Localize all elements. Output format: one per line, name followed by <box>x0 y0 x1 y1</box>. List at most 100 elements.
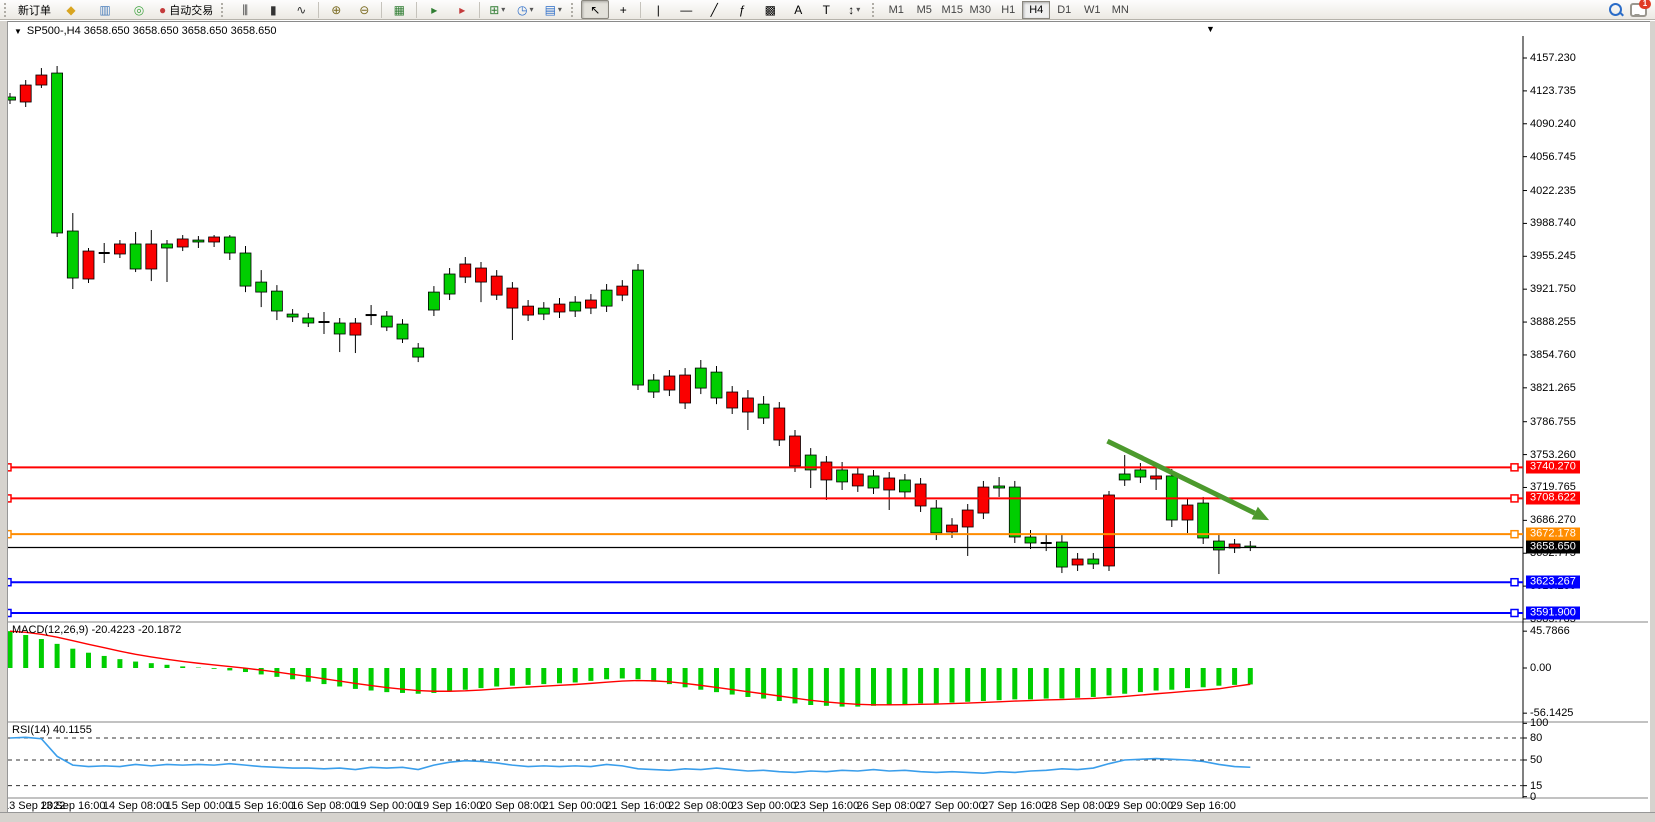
candle-body <box>208 236 221 243</box>
text-label-icon: T <box>822 2 830 17</box>
zoom-out-button[interactable]: ⊖ <box>350 0 378 19</box>
time-axis-label: 29 Sep 00:00 <box>1107 800 1174 812</box>
horizontal-line-button[interactable]: — <box>672 0 700 19</box>
price-axis-label: 4056.745 <box>1530 150 1576 163</box>
candle-body <box>380 315 393 328</box>
bar-chart-button[interactable]: ⫼ <box>231 0 259 19</box>
cursor-button[interactable]: ↖ <box>581 0 610 19</box>
autotrade-icon: ● <box>159 2 167 17</box>
candle-body <box>930 507 943 534</box>
price-axis-label: 3955.245 <box>1530 250 1576 263</box>
scroll-end-marker[interactable]: ▼ <box>1206 24 1215 34</box>
timeframe-m30[interactable]: M30 <box>969 3 991 16</box>
chevron-down-icon[interactable]: ▾ <box>501 5 506 14</box>
candle-body <box>757 403 770 419</box>
candle-body <box>443 273 456 295</box>
candle-body <box>663 375 676 391</box>
candle-body <box>851 473 864 487</box>
candlestick-chart-button[interactable]: ▮ <box>259 0 287 19</box>
timeframe-m1[interactable]: M1 <box>888 3 904 16</box>
price-axis-label: 4090.240 <box>1530 117 1576 130</box>
periods-button[interactable]: ◷ ▾ <box>511 0 539 19</box>
current-price-badge: 3658.650 <box>1526 540 1580 554</box>
tile-windows-button[interactable]: ▦ <box>385 0 413 19</box>
candle-body <box>255 281 268 293</box>
periods-icon: ◷ <box>517 2 528 17</box>
time-axis-label: 23 Sep 16:00 <box>793 800 860 812</box>
candle-body <box>804 454 817 471</box>
candle-body <box>333 322 346 335</box>
candle-body <box>569 301 582 312</box>
time-axis-label: 15 Sep 16:00 <box>228 800 294 812</box>
timeframe-m15[interactable]: M15 <box>941 3 963 16</box>
line-handle <box>1510 463 1519 472</box>
time-axis-label: 21 Sep 00:00 <box>542 800 608 812</box>
timeframe-m5[interactable]: M5 <box>916 3 932 16</box>
arrows-button[interactable]: ↕ ▾ <box>840 0 868 19</box>
timeframe-h4[interactable]: H4 <box>1022 0 1051 19</box>
indicators-button[interactable]: ⊞ ▾ <box>483 0 511 19</box>
autotrade-button[interactable]: ● 自动交易 <box>155 0 217 19</box>
candle-body <box>82 250 95 280</box>
candle-body <box>1197 502 1210 539</box>
crosshair-icon: + <box>619 2 627 17</box>
signal-icon: ◎ <box>133 2 145 17</box>
text-button[interactable]: A <box>784 0 812 19</box>
drawing-tool-icons: ↖ + | — ╱ ƒ ▩ A T ↕ ▾ <box>581 0 868 19</box>
toolbar-grip[interactable] <box>221 2 227 17</box>
candle-body <box>946 524 958 533</box>
chat-icon[interactable]: 1 <box>1630 0 1651 17</box>
chevron-down-icon[interactable]: ▾ <box>529 5 534 14</box>
fibonacci-button[interactable]: ƒ <box>728 0 756 19</box>
chevron-down-icon[interactable]: ▾ <box>557 5 562 14</box>
text-icon: A <box>794 2 803 17</box>
candle-body <box>789 435 801 467</box>
terminal-icon: ▥ <box>99 2 111 17</box>
candle-body <box>1087 558 1100 565</box>
candle-body <box>1150 475 1162 480</box>
candle-body <box>710 371 723 399</box>
toolbar-grip[interactable] <box>4 2 10 17</box>
candle-body <box>977 486 990 514</box>
vertical-line-button[interactable]: | <box>644 0 672 19</box>
chart-title: ▼ SP500-,H4 3658.650 3658.650 3658.650 36… <box>14 25 276 37</box>
timeframe-h1[interactable]: H1 <box>1001 3 1016 16</box>
grid-button[interactable]: ▩ <box>756 0 784 19</box>
candle-body <box>1181 504 1194 521</box>
timeframe-d1[interactable]: D1 <box>1057 3 1072 16</box>
funnel-button[interactable]: ◆ <box>57 0 85 19</box>
new-order-button[interactable]: 新订单 <box>14 0 55 19</box>
timeframe-w1[interactable]: W1 <box>1084 3 1101 16</box>
zoom-in-button[interactable]: ⊕ <box>322 0 350 19</box>
signal-button[interactable]: ◎ <box>125 0 153 19</box>
line-handle <box>1510 529 1519 539</box>
toolbar-separator <box>318 1 320 18</box>
trendline-button[interactable]: ╱ <box>700 0 728 19</box>
candle-body <box>867 475 880 489</box>
indicators-icon: ⊞ <box>489 2 500 17</box>
toolbar-grip[interactable] <box>571 2 577 17</box>
candle-body <box>537 307 550 315</box>
search-icon[interactable] <box>1609 3 1622 16</box>
line-chart-button[interactable]: ∿ <box>287 0 315 19</box>
toolbar-separator <box>479 1 481 18</box>
crosshair-button[interactable]: + <box>609 0 637 19</box>
terminal-button[interactable]: ▥ <box>91 0 119 19</box>
macd-signal-line <box>9 630 1251 706</box>
price-axis-label: 4022.235 <box>1530 184 1576 197</box>
price-axis-label: 3821.265 <box>1530 381 1576 394</box>
chart-dropdown-icon[interactable]: ▼ <box>14 27 22 36</box>
auto-scroll-button[interactable]: ▸ <box>420 0 448 19</box>
chart-shift-button[interactable]: ▸ <box>448 0 476 19</box>
text-label-button[interactable]: T <box>812 0 840 19</box>
candle-body <box>506 287 519 309</box>
chevron-down-icon[interactable]: ▾ <box>856 5 861 14</box>
toolbar-grip[interactable] <box>872 2 878 17</box>
templates-button[interactable]: ▤ ▾ <box>539 0 567 19</box>
trend-arrow-line <box>1106 438 1256 516</box>
funnel-icon: ◆ <box>66 2 76 17</box>
timeframe-mn[interactable]: MN <box>1111 3 1129 16</box>
right-border <box>1650 21 1655 812</box>
